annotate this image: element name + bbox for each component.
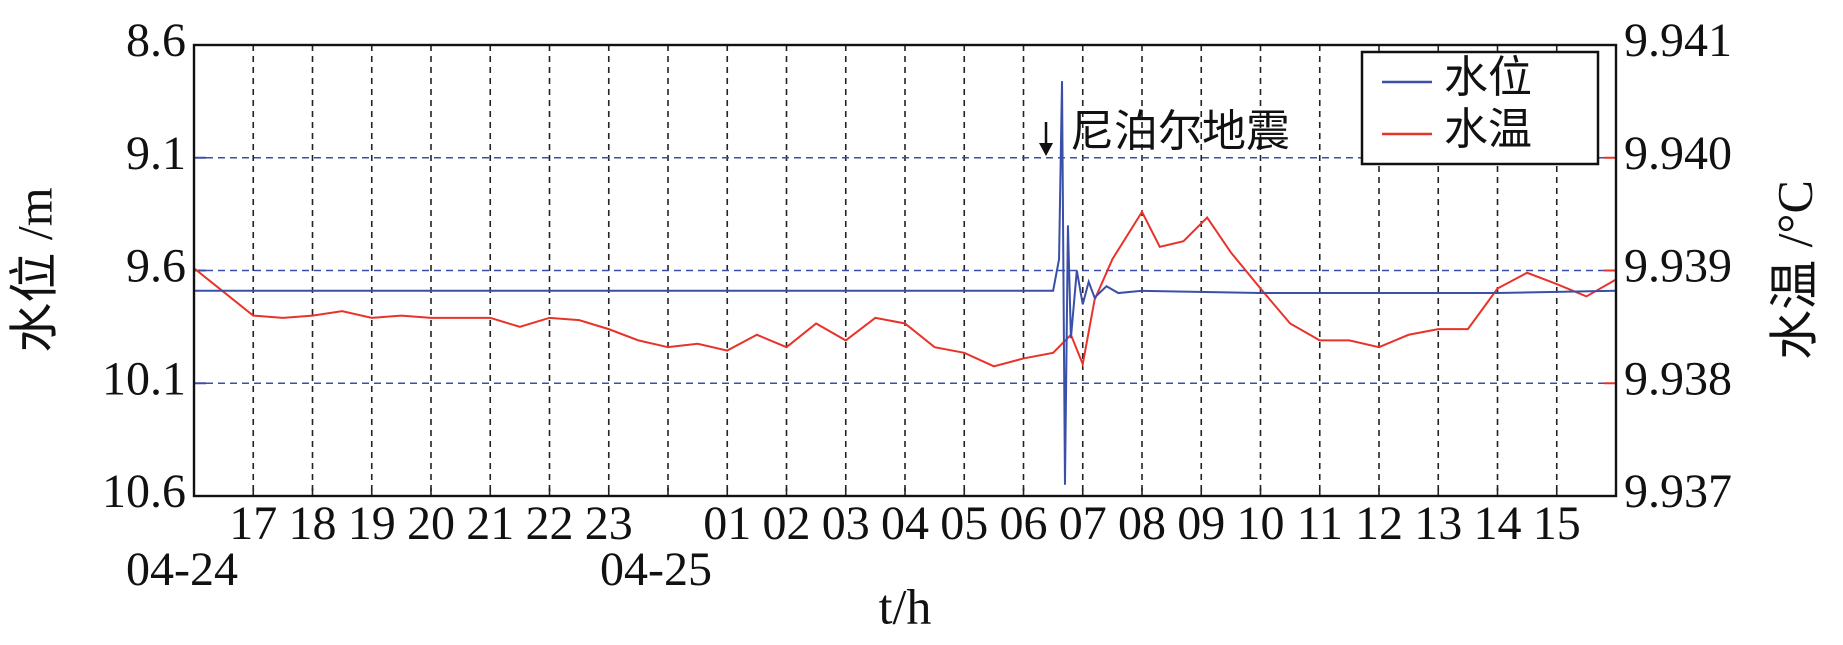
y-axis-title: 水位 /m (6, 187, 62, 352)
x-tick-label: 13 (1414, 497, 1462, 550)
x-tick-label: 02 (763, 497, 811, 550)
x-tick-label: 17 (229, 497, 277, 550)
legend-box (1360, 50, 1600, 166)
annotation-arrowhead (1039, 143, 1054, 156)
y-tick-label: 10.1 (102, 352, 186, 405)
data-line (193, 209, 1617, 368)
y-tick-label: 9.1 (126, 127, 186, 180)
y2-axis-title: 水温 /°C (1766, 180, 1822, 360)
x-tick-label: 23 (585, 497, 633, 550)
data-line (194, 81, 1617, 485)
x-axis-title: t/h (879, 578, 932, 634)
y2-tick-label: 9.937 (1624, 465, 1732, 518)
x-tick-label: 04 (881, 497, 929, 550)
legend-label: 水位 (1444, 53, 1532, 102)
x-tick-label: 05 (940, 497, 988, 550)
x-tick-label: 09 (1177, 497, 1225, 550)
date-label: 04-25 (600, 543, 712, 596)
y-tick-label: 8.6 (126, 14, 186, 67)
x-tick-label: 12 (1355, 497, 1403, 550)
y-tick-label: 9.6 (126, 240, 186, 293)
x-tick-label: 15 (1533, 497, 1581, 550)
y-tick-label: 10.6 (102, 465, 186, 518)
y2-tick-label: 9.938 (1624, 352, 1732, 405)
x-tick-label: 08 (1118, 497, 1166, 550)
plot-frame (192, 43, 1618, 498)
x-tick-label: 03 (822, 497, 870, 550)
x-tick-label: 20 (407, 497, 455, 550)
y2-tick-label: 9.940 (1624, 127, 1732, 180)
legend-label: 水温 (1444, 105, 1532, 154)
x-tick-label: 18 (289, 497, 337, 550)
x-tick-label: 07 (1059, 497, 1107, 550)
x-tick-label: 06 (1000, 497, 1048, 550)
x-tick-label: 01 (703, 497, 751, 550)
x-tick-label: 22 (526, 497, 574, 550)
date-label: 04-24 (126, 543, 238, 596)
y2-tick-label: 9.941 (1624, 14, 1732, 67)
x-tick-label: 21 (466, 497, 514, 550)
x-tick-label: 11 (1297, 497, 1343, 550)
y2-tick-label: 9.939 (1624, 240, 1732, 293)
x-tick-label: 10 (1237, 497, 1285, 550)
x-tick-label: 19 (348, 497, 396, 550)
annotation-text: 尼泊尔地震 (1070, 107, 1290, 156)
x-tick-label: 14 (1474, 497, 1522, 550)
